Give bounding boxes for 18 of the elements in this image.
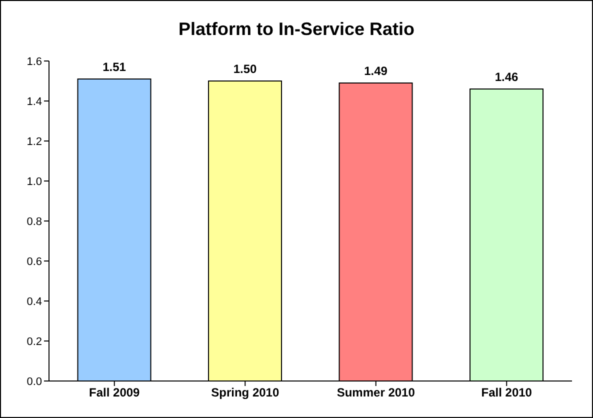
chart-title: Platform to In-Service Ratio xyxy=(177,19,416,40)
x-tick-label: Summer 2010 xyxy=(336,386,416,400)
x-tick-label: Fall 2009 xyxy=(89,386,140,400)
y-tick-label: 1.4 xyxy=(26,96,42,108)
data-label: 1.46 xyxy=(494,70,519,84)
y-tick-label: 0.6 xyxy=(26,256,42,268)
y-tick-label: 0.2 xyxy=(26,336,42,348)
data-label: 1.50 xyxy=(233,62,258,76)
y-tick-label: 0.0 xyxy=(26,376,42,388)
x-tick-label: Fall 2010 xyxy=(481,386,532,400)
y-tick-label: 1.0 xyxy=(26,176,42,188)
y-tick-label: 1.2 xyxy=(26,136,42,148)
data-label: 1.51 xyxy=(102,60,126,74)
data-label: 1.49 xyxy=(364,64,388,78)
y-tick-label: 1.6 xyxy=(26,56,42,68)
y-tick-label: 0.8 xyxy=(26,216,42,228)
y-tick-label: 0.4 xyxy=(26,296,42,308)
x-tick-label: Spring 2010 xyxy=(211,386,280,400)
